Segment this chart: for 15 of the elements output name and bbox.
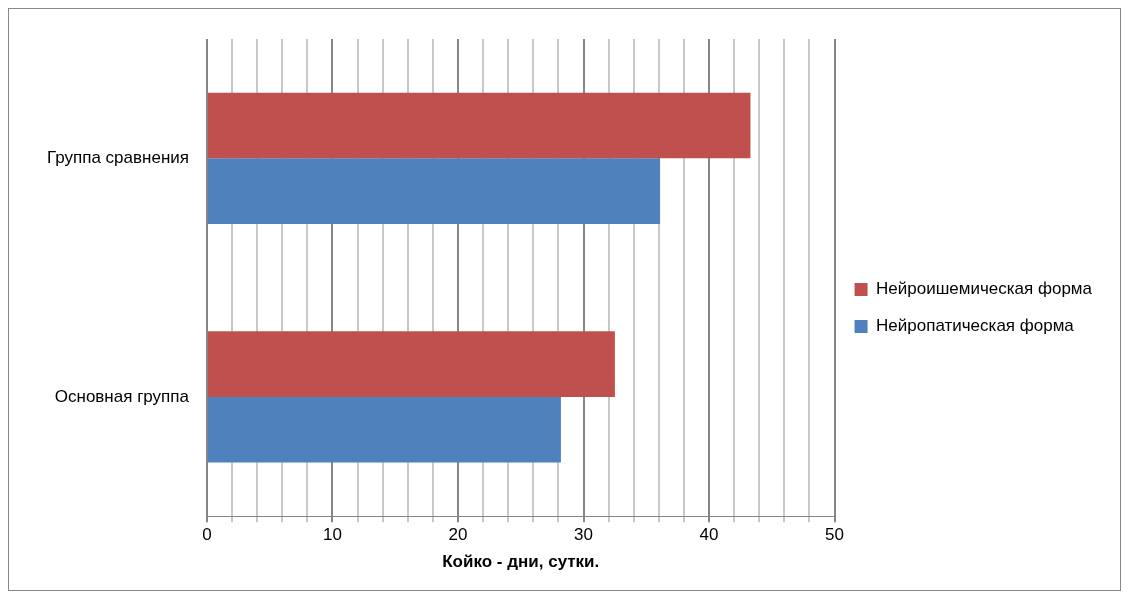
x-tick-label: 50 [825, 525, 845, 545]
legend-label: Нейропатическая форма [876, 316, 1075, 336]
x-tick-label: 40 [699, 525, 719, 545]
x-tick-label: 30 [574, 525, 593, 545]
x-axis-title: Койко - дни, сутки. [442, 552, 600, 572]
bar [207, 396, 561, 463]
x-tick-label: 10 [323, 525, 342, 545]
x-tick-label: 0 [202, 525, 212, 545]
legend-label: Нейроишемическая форма [876, 279, 1093, 299]
bar [207, 331, 615, 397]
y-tick-label: Основная группа [54, 386, 190, 406]
bar [207, 92, 751, 159]
x-tick-label: 20 [448, 525, 468, 545]
bar [207, 158, 661, 224]
y-tick-label: Группа сравнения [46, 147, 189, 167]
